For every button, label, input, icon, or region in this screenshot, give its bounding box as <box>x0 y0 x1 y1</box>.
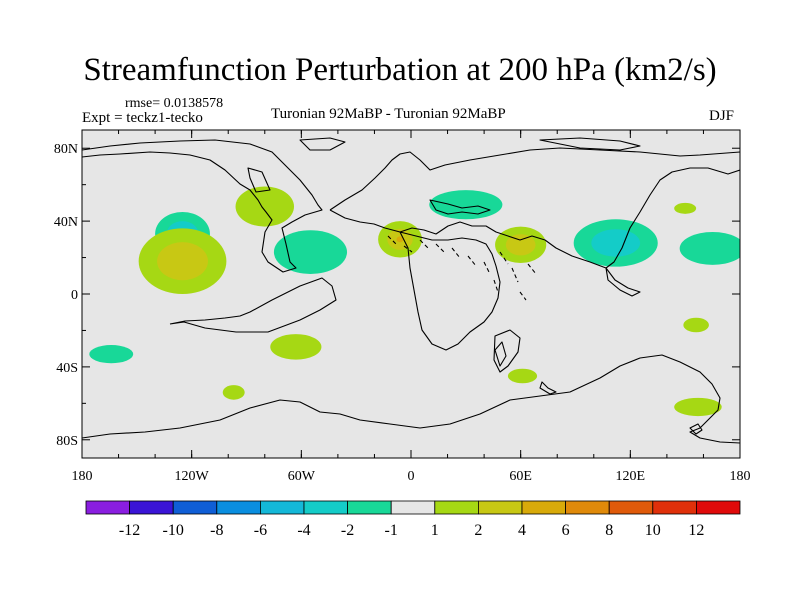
colorbar-label-5: -2 <box>341 522 354 539</box>
colorbar-box-11 <box>565 500 610 515</box>
colorbar-box-13 <box>652 500 697 515</box>
anomaly-5-level-0 <box>429 190 503 220</box>
colorbar-label-9: 4 <box>518 522 526 539</box>
anomaly-7-level-1 <box>591 229 641 257</box>
colorbar: -12 -10 -8 -6 -4 -2 -1 1 2 4 6 8 10 12 <box>85 500 741 539</box>
anomaly-1-level-1 <box>157 242 208 281</box>
anomaly-9-level-0 <box>674 202 697 214</box>
anomaly-12-level-0 <box>89 345 134 364</box>
anomaly-6-level-1 <box>505 234 536 256</box>
colorbar-box-14 <box>696 500 741 515</box>
coastline-africa <box>399 231 501 351</box>
y-tick-label-4: 80S <box>56 434 78 449</box>
colorbar-label-8: 2 <box>474 522 482 539</box>
colorbar-box-1 <box>129 500 174 515</box>
coastline-archipelago <box>387 235 537 301</box>
anomaly-11-level-0 <box>270 334 322 360</box>
coastline-eurasia <box>329 147 740 269</box>
y-tick-label-3: 40S <box>56 361 78 376</box>
colorbar-label-2: -8 <box>210 522 223 539</box>
coastline-south-america <box>169 277 337 333</box>
anomaly-8-level-0 <box>679 232 740 265</box>
coastline-island-east <box>689 423 703 435</box>
season-label: DJF <box>709 108 735 124</box>
anomaly-4-level-2 <box>396 236 404 243</box>
colorbar-label-0: -12 <box>119 522 140 539</box>
y-tick-label-2: 0 <box>71 288 78 303</box>
colorbar-box-12 <box>608 500 654 515</box>
anomaly-3-level-0 <box>273 230 348 274</box>
coastline-southeast-asia <box>605 267 641 297</box>
colorbar-box-6 <box>347 500 392 515</box>
coastline-india <box>493 329 521 373</box>
y-tick-label-0: 80N <box>54 142 78 157</box>
colorbar-label-12: 10 <box>645 522 661 539</box>
anomaly-2-level-0 <box>235 186 295 227</box>
coastlines <box>82 137 740 444</box>
coastline-north-america <box>82 139 323 273</box>
colorbar-label-3: -6 <box>254 522 267 539</box>
colorbar-box-10 <box>521 500 566 515</box>
colorbar-box-8 <box>434 500 479 515</box>
x-tick-label-4: 60E <box>509 469 532 484</box>
colorbar-box-3 <box>216 500 261 515</box>
anomaly-13-level-0 <box>222 385 245 400</box>
coastline-madagascar <box>494 341 507 367</box>
colorbar-box-9 <box>477 500 523 515</box>
coastline-hudson <box>247 167 271 193</box>
chart-title: Streamfunction Perturbation at 200 hPa (… <box>83 52 717 88</box>
coastline-arctic-island <box>299 137 346 151</box>
colorbar-box-0 <box>85 500 130 515</box>
colorbar-label-7: 1 <box>431 522 439 539</box>
colorbar-label-10: 6 <box>562 522 570 539</box>
colorbar-label-1: -10 <box>163 522 184 539</box>
anomaly-15-level-0 <box>674 397 722 417</box>
colorbar-box-4 <box>259 500 305 515</box>
coastline-antarctica-australia <box>82 354 740 444</box>
colorbar-box-5 <box>303 500 348 515</box>
expt-label: Expt = teckz1-tecko <box>82 110 203 126</box>
colorbar-label-11: 8 <box>605 522 613 539</box>
x-tick-label-6: 180 <box>730 469 751 484</box>
x-tick-label-0: 180 <box>72 469 93 484</box>
colorbar-box-7 <box>390 500 436 515</box>
coastline-inland-sea <box>429 199 491 215</box>
colorbar-label-4: -4 <box>297 522 310 539</box>
anomaly-10-level-0 <box>683 317 709 333</box>
colorbar-label-6: -1 <box>385 522 398 539</box>
anomaly-14-level-0 <box>507 368 538 384</box>
y-tick-label-1: 40N <box>54 215 78 230</box>
coastline-island-small <box>539 381 557 395</box>
colorbar-box-2 <box>172 500 218 515</box>
x-tick-label-3: 0 <box>408 469 415 484</box>
map-background <box>82 130 740 458</box>
rmse-label: rmse= 0.0138578 <box>125 96 224 111</box>
axes-layer: 180 120W 60W 0 60E 120E 180 80N 40N 0 40S 80S <box>54 130 751 484</box>
x-tick-label-1: 120W <box>175 469 210 484</box>
x-tick-label-5: 120E <box>616 469 646 484</box>
colorbar-label-13: 12 <box>688 522 704 539</box>
coastline-arctic-east <box>539 137 641 151</box>
center-label: Turonian 92MaBP - Turonian 92MaBP <box>271 106 506 122</box>
x-tick-label-2: 60W <box>288 469 316 484</box>
